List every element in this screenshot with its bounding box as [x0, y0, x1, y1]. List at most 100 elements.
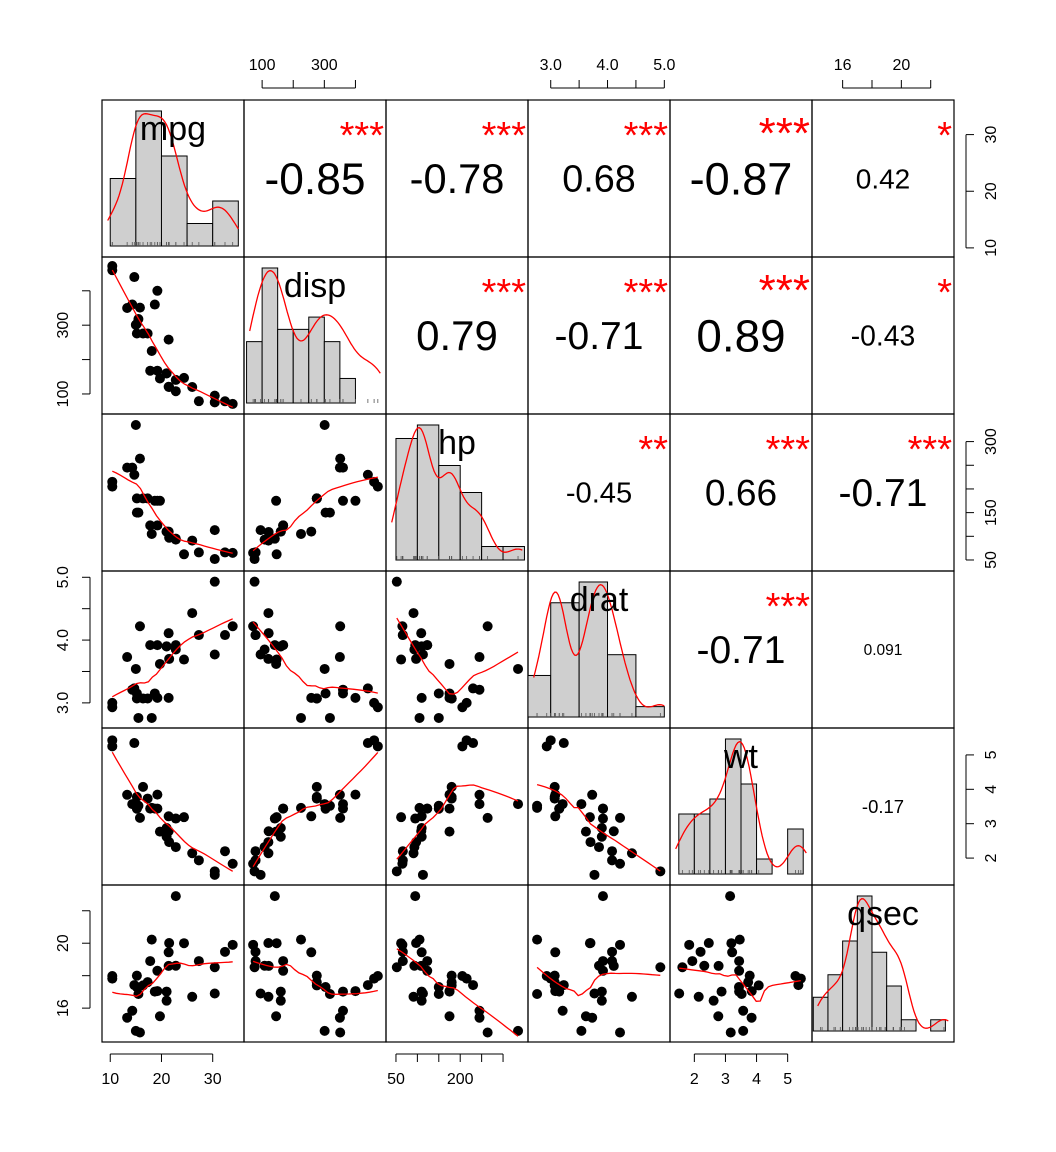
smooth-line — [111, 618, 233, 698]
scatter-point — [607, 946, 618, 957]
scatter-point — [626, 991, 637, 1002]
significance-stars: *** — [340, 115, 385, 157]
axis-top-label: 4.0 — [596, 57, 618, 74]
scatter-point — [152, 285, 163, 296]
density-curve — [391, 427, 523, 553]
panel-qsec-drat — [527, 884, 671, 1043]
scatter-point — [130, 799, 141, 810]
histogram-bar — [693, 813, 711, 875]
correlation-value: -0.71 — [555, 315, 644, 358]
scatter-point — [154, 1011, 165, 1022]
histogram-bar — [438, 464, 461, 561]
scatter-point — [716, 986, 727, 997]
histogram-bar — [261, 267, 279, 404]
scatter-point — [474, 799, 485, 810]
scatter-point — [558, 738, 569, 749]
scatter-point — [410, 640, 421, 651]
panel-qsec-qsec: qsec — [811, 884, 955, 1043]
scatter-point — [306, 811, 317, 822]
scatter-point — [134, 621, 145, 632]
scatter-point — [708, 995, 719, 1006]
axis-top-label: 20 — [892, 57, 910, 74]
scatter-point — [164, 837, 175, 848]
variable-label: mpg — [140, 110, 206, 148]
correlation-value: 0.89 — [696, 311, 785, 362]
scatter-point — [152, 986, 163, 997]
scatter-point — [154, 826, 165, 837]
scatter-point — [733, 982, 744, 993]
scatter-point — [410, 891, 421, 902]
histogram-bar — [900, 1019, 917, 1032]
scatter-point — [793, 980, 804, 991]
panel-disp-disp: disp — [243, 256, 387, 415]
axis-top-label: 5.0 — [653, 57, 675, 74]
correlation-value: -0.45 — [566, 478, 632, 510]
correlation-value: 0.42 — [856, 163, 911, 194]
histogram-bar — [160, 155, 188, 247]
histogram-bar — [756, 858, 773, 875]
scatter-point — [532, 800, 543, 811]
scatter-point — [513, 1025, 524, 1036]
scatter-point — [149, 299, 160, 310]
scatter-point — [580, 826, 591, 837]
histogram-bar — [502, 546, 525, 561]
scatter-point — [397, 939, 408, 950]
scatter-point — [513, 663, 524, 674]
scatter-point — [474, 652, 485, 663]
scatter-point — [263, 527, 274, 538]
scatter-point — [594, 842, 604, 853]
histogram-bar — [930, 1019, 946, 1032]
scatter-point — [170, 813, 181, 824]
histogram-bar — [277, 328, 294, 404]
scatter-point — [271, 938, 282, 949]
scatter-point — [615, 812, 626, 823]
scatter-point — [444, 826, 455, 837]
panel-frame — [385, 570, 529, 729]
histogram-bar — [212, 200, 239, 247]
scatter-point — [131, 493, 142, 504]
scatter-point — [746, 1012, 757, 1023]
scatter-point — [154, 495, 165, 506]
scatter-point — [532, 934, 543, 945]
axis-left-label: 20 — [55, 934, 72, 952]
scatter-point — [269, 640, 280, 651]
axis-left-label: 4.0 — [55, 629, 72, 651]
axis-bottom-label: 5 — [783, 1071, 792, 1088]
scatter-point — [596, 995, 607, 1006]
scatter-point — [311, 493, 322, 504]
scatter-point — [311, 781, 322, 792]
scatter-point — [408, 991, 419, 1002]
panel-drat-drat: drat — [527, 570, 671, 729]
scatter-point — [152, 640, 163, 651]
histogram-bar — [578, 581, 609, 718]
panel-wt-drat — [527, 727, 671, 886]
panel-disp-hp: 0.79*** — [385, 256, 529, 415]
scatter-point — [677, 962, 688, 973]
scatter-point — [335, 621, 346, 632]
significance-stars: * — [937, 272, 952, 314]
scatter-point — [146, 712, 157, 723]
scatter-point — [433, 803, 444, 814]
scatter-point — [163, 947, 174, 958]
smooth-line — [396, 784, 519, 860]
scatter-point — [727, 947, 738, 958]
scatter-point — [163, 334, 174, 345]
panel-frame — [101, 413, 245, 572]
scatter-point — [369, 697, 380, 708]
scatter-point — [482, 1027, 493, 1038]
scatter-point — [278, 520, 289, 531]
axis-bottom-label: 3 — [721, 1071, 730, 1088]
scatter-point — [145, 365, 156, 376]
scatter-point — [152, 520, 163, 531]
axis-left-label: 100 — [55, 381, 72, 408]
scatter-point — [227, 858, 238, 869]
histogram-bar — [886, 985, 902, 1032]
scatter-point — [713, 1011, 724, 1022]
scatter-point — [311, 693, 322, 704]
scatter-point — [734, 965, 745, 976]
scatter-point — [554, 803, 565, 814]
scatter-point — [362, 980, 373, 991]
scatter-point — [444, 658, 455, 669]
